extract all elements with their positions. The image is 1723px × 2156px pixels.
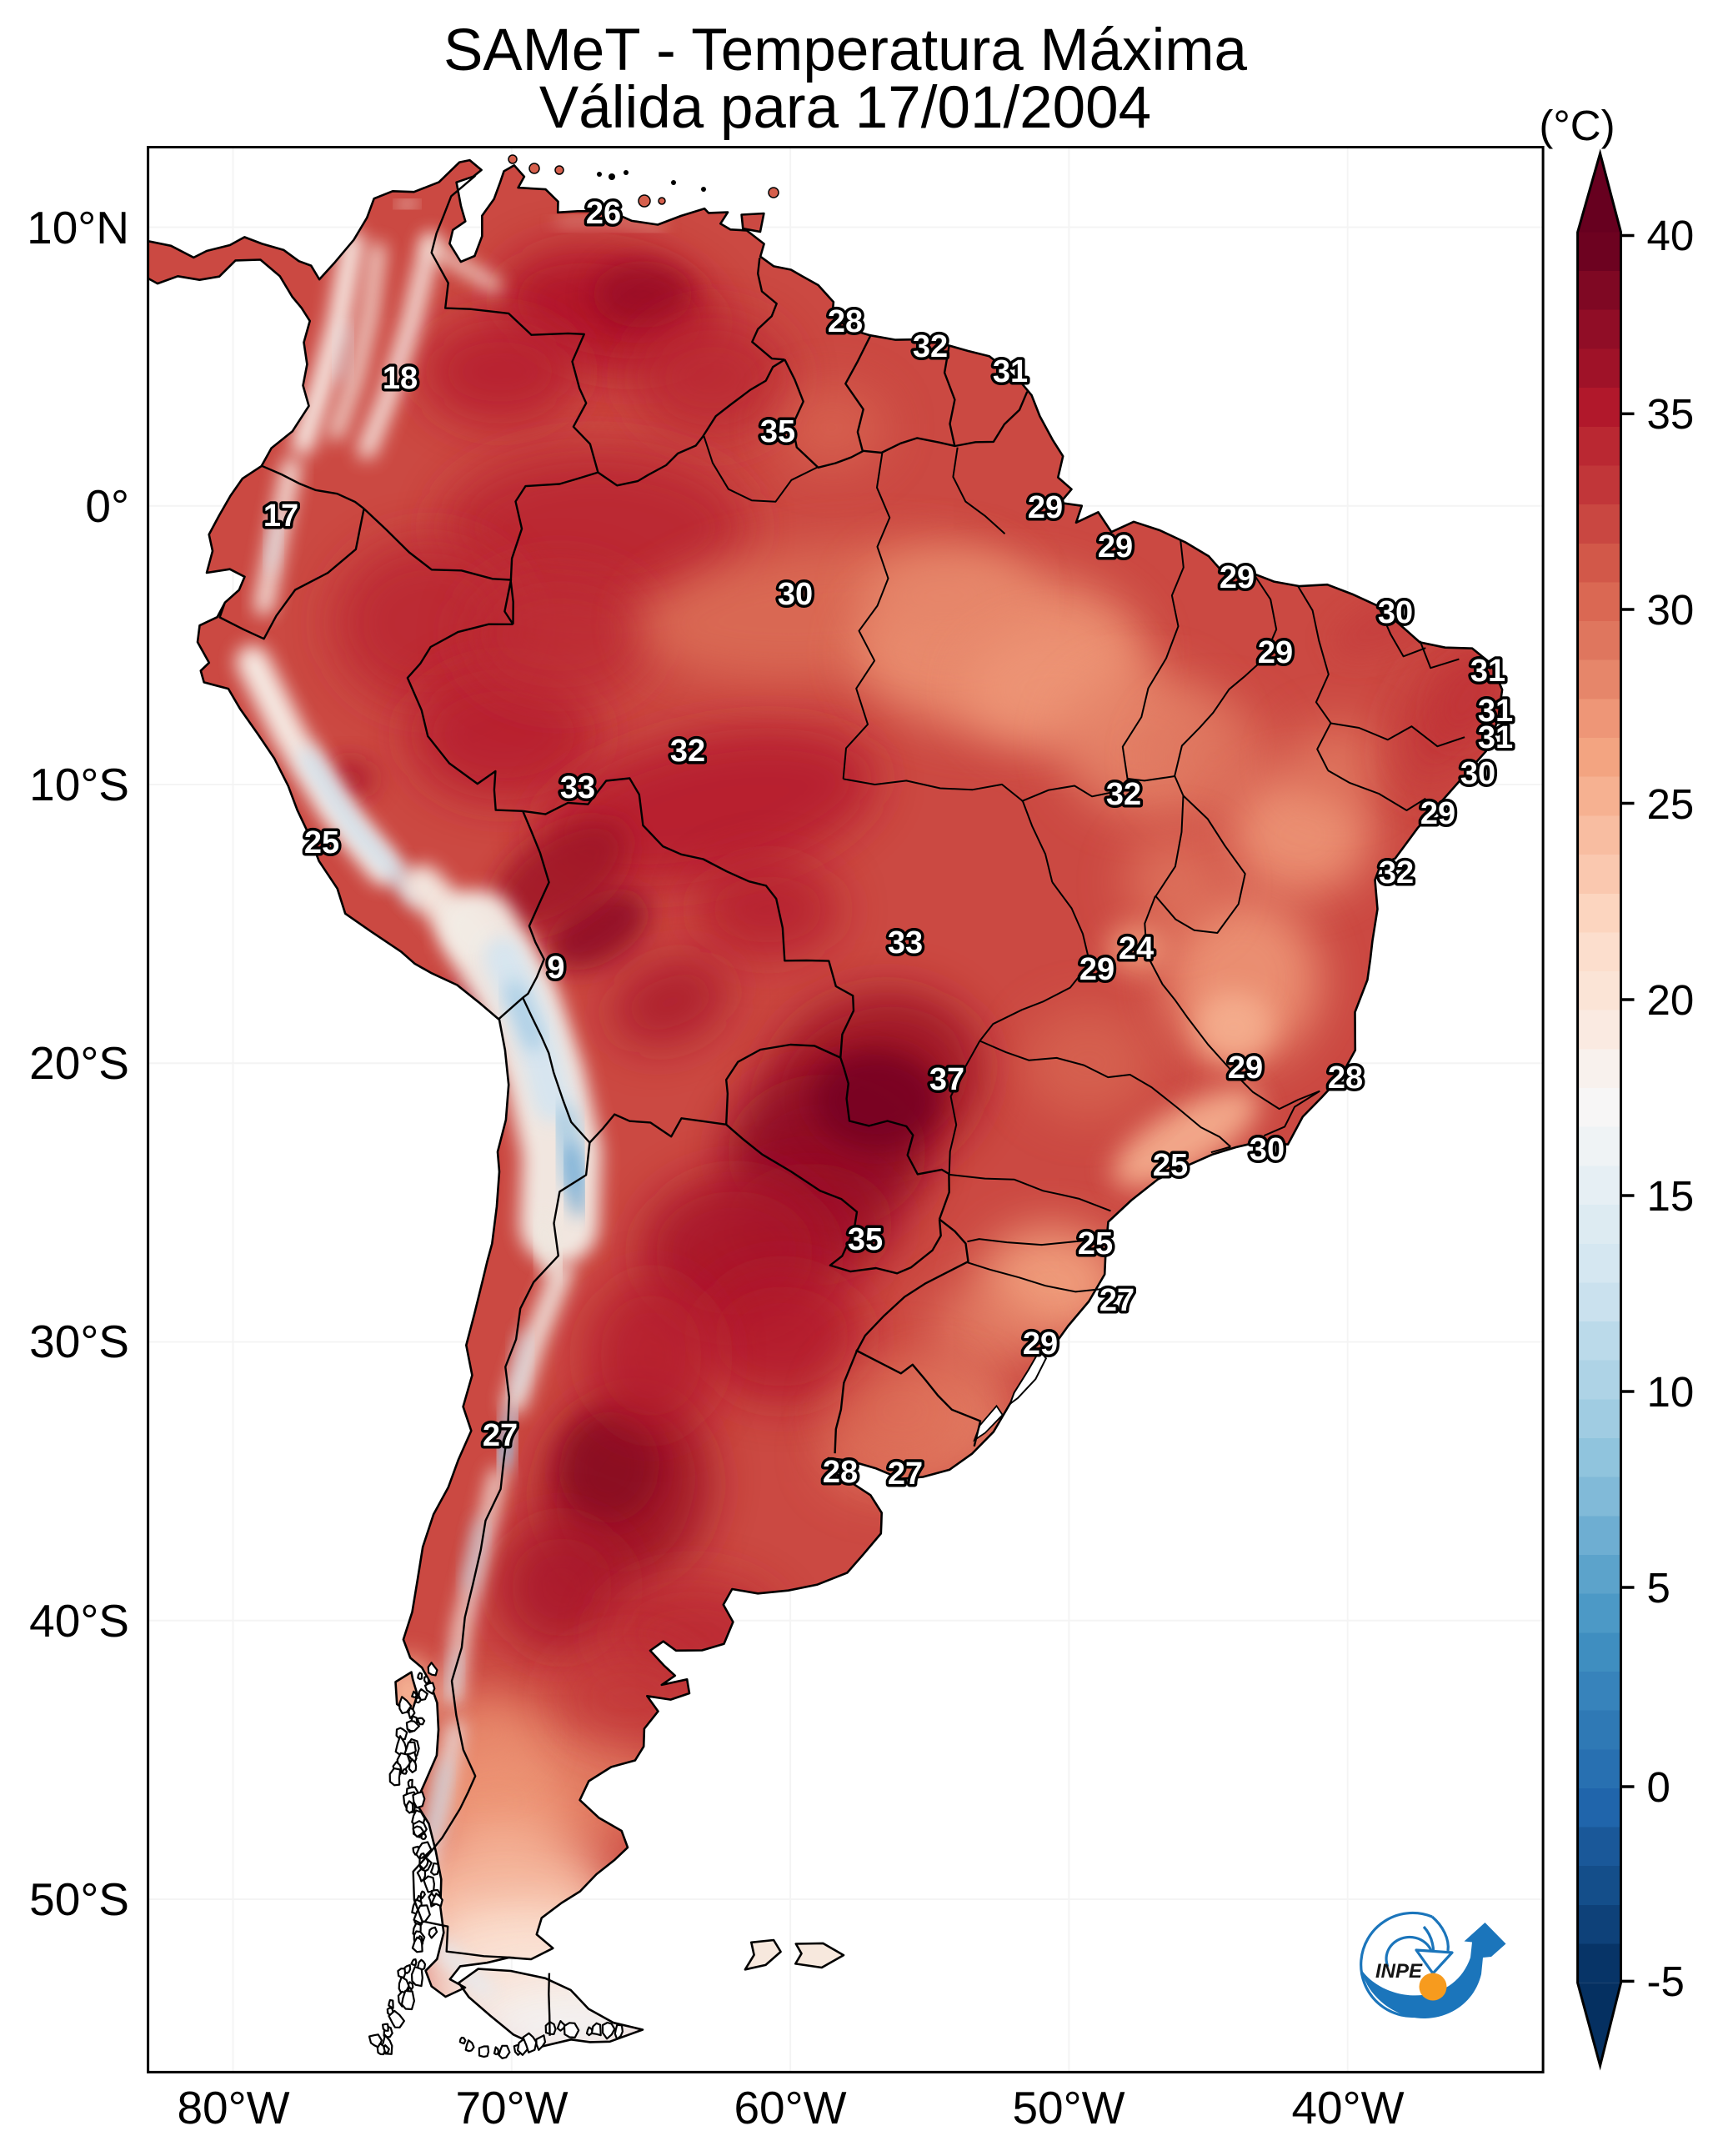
svg-text:28: 28 <box>828 304 863 339</box>
svg-text:32: 32 <box>1106 777 1141 812</box>
svg-text:33: 33 <box>888 925 923 960</box>
svg-text:33: 33 <box>560 770 595 805</box>
svg-text:Válida para 17/01/2004: Válida para 17/01/2004 <box>539 75 1151 141</box>
svg-text:-5: -5 <box>1647 1958 1685 2005</box>
svg-text:10°S: 10°S <box>29 759 129 810</box>
svg-text:27: 27 <box>483 1418 518 1453</box>
svg-text:28: 28 <box>1328 1060 1363 1096</box>
svg-text:10: 10 <box>1647 1368 1695 1416</box>
svg-text:28: 28 <box>823 1455 858 1490</box>
svg-text:30: 30 <box>778 577 813 612</box>
svg-text:9: 9 <box>547 950 564 985</box>
svg-text:SAMeT - Temperatura Máxima: SAMeT - Temperatura Máxima <box>443 18 1248 83</box>
svg-text:37: 37 <box>929 1062 964 1097</box>
svg-text:50°S: 50°S <box>29 1873 129 1925</box>
svg-text:70°W: 70°W <box>455 2082 568 2133</box>
svg-text:30°S: 30°S <box>29 1316 129 1367</box>
svg-text:(°C): (°C) <box>1539 102 1615 149</box>
svg-text:35: 35 <box>1647 390 1695 438</box>
svg-text:29: 29 <box>1028 490 1063 525</box>
svg-text:5: 5 <box>1647 1564 1670 1612</box>
svg-text:31: 31 <box>1478 694 1513 729</box>
svg-text:18: 18 <box>383 361 418 396</box>
svg-text:29: 29 <box>1220 560 1255 595</box>
svg-text:27: 27 <box>888 1457 923 1492</box>
svg-text:25: 25 <box>304 825 339 860</box>
svg-text:25: 25 <box>1078 1226 1113 1261</box>
svg-text:40: 40 <box>1647 212 1695 259</box>
svg-text:10°N: 10°N <box>27 202 129 253</box>
svg-text:29: 29 <box>1098 529 1133 564</box>
svg-text:32: 32 <box>913 329 948 364</box>
svg-text:26: 26 <box>586 196 621 231</box>
svg-text:29: 29 <box>1420 796 1455 831</box>
svg-text:35: 35 <box>848 1222 883 1257</box>
svg-text:31: 31 <box>1470 654 1505 689</box>
svg-text:17: 17 <box>263 499 298 534</box>
svg-text:40°W: 40°W <box>1291 2082 1404 2133</box>
svg-text:0°: 0° <box>85 480 129 532</box>
svg-text:29: 29 <box>1258 635 1293 670</box>
svg-text:35: 35 <box>760 414 795 449</box>
svg-text:27: 27 <box>1099 1283 1134 1318</box>
svg-text:20°S: 20°S <box>29 1037 129 1089</box>
svg-text:15: 15 <box>1647 1172 1695 1220</box>
svg-text:20: 20 <box>1647 976 1695 1024</box>
svg-text:25: 25 <box>1647 780 1695 828</box>
svg-text:31: 31 <box>1478 720 1513 755</box>
svg-text:30: 30 <box>1460 756 1495 791</box>
svg-text:32: 32 <box>670 734 705 769</box>
svg-text:32: 32 <box>1379 855 1414 890</box>
svg-text:31: 31 <box>993 354 1028 389</box>
svg-text:80°W: 80°W <box>177 2082 289 2133</box>
svg-text:29: 29 <box>1079 952 1114 987</box>
svg-text:30: 30 <box>1250 1132 1285 1167</box>
svg-text:0: 0 <box>1647 1763 1670 1811</box>
svg-text:30: 30 <box>1378 595 1413 630</box>
svg-text:60°W: 60°W <box>734 2082 846 2133</box>
svg-text:50°W: 50°W <box>1012 2082 1124 2133</box>
svg-text:24: 24 <box>1119 931 1154 966</box>
svg-text:25: 25 <box>1153 1148 1188 1183</box>
svg-text:INPE: INPE <box>1375 1960 1423 1983</box>
svg-text:30: 30 <box>1647 586 1695 634</box>
svg-text:40°S: 40°S <box>29 1595 129 1647</box>
svg-text:29: 29 <box>1023 1326 1058 1361</box>
svg-text:29: 29 <box>1228 1050 1263 1086</box>
